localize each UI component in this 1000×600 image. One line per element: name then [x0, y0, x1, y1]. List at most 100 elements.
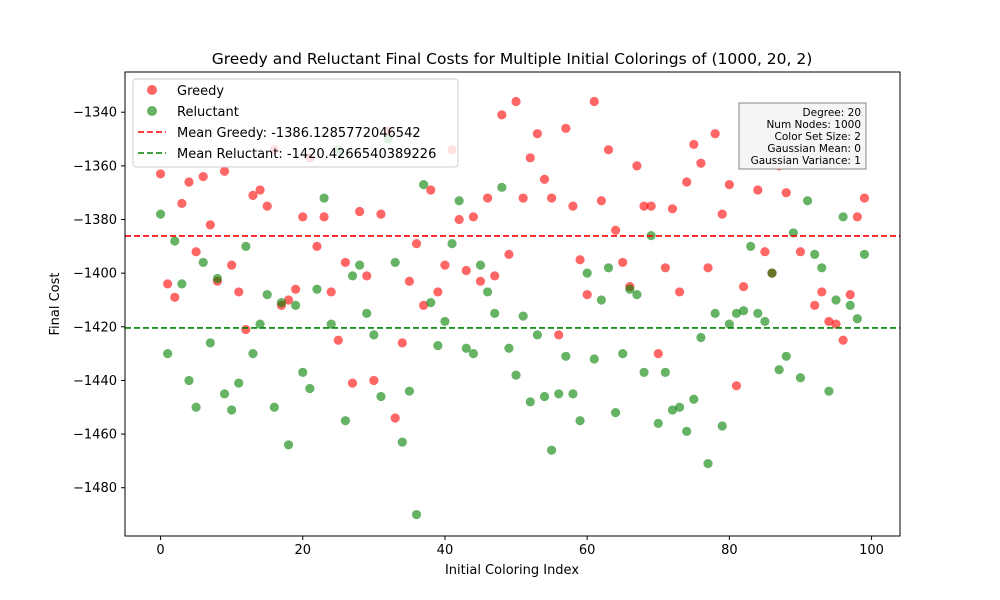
y-tick-label: −1360 — [73, 159, 117, 174]
greedy-point — [454, 214, 464, 225]
greedy-point — [205, 220, 215, 230]
reluctant-point — [852, 314, 862, 324]
y-tick-label: −1420 — [73, 320, 117, 335]
x-tick-label: 0 — [156, 543, 164, 558]
reluctant-point — [682, 426, 692, 436]
greedy-point — [689, 139, 699, 150]
greedy-point — [674, 287, 685, 297]
greedy-point — [795, 247, 806, 257]
reluctant-point — [731, 308, 742, 318]
reluctant-point — [760, 316, 770, 327]
reluctant-point — [753, 308, 763, 318]
reluctant-point — [369, 330, 379, 340]
reluctant-point — [667, 405, 678, 415]
x-tick-label: 40 — [437, 543, 454, 558]
y-tick-label: −1340 — [73, 106, 117, 121]
reluctant-point — [177, 279, 187, 289]
greedy-point — [390, 413, 400, 423]
greedy-point — [362, 271, 372, 281]
reluctant-point — [291, 300, 301, 310]
x-tick-label: 60 — [579, 543, 596, 558]
reluctant-point — [554, 389, 564, 399]
greedy-point — [340, 257, 351, 268]
reluctant-point — [241, 241, 251, 251]
greedy-point — [155, 169, 166, 179]
greedy-point — [184, 177, 194, 187]
x-tick-label: 80 — [721, 543, 738, 558]
greedy-point — [369, 375, 379, 386]
greedy-point — [248, 190, 258, 200]
greedy-point — [532, 129, 542, 139]
reluctant-point — [810, 249, 820, 259]
greedy-point — [255, 185, 265, 195]
greedy-point — [539, 174, 550, 184]
greedy-point — [419, 300, 429, 310]
x-tick-label: 20 — [294, 543, 311, 558]
greedy-point — [838, 335, 848, 345]
greedy-point — [291, 284, 301, 294]
greedy-point — [639, 201, 649, 211]
greedy-point — [234, 287, 244, 297]
reluctant-point — [525, 397, 535, 407]
reluctant-point — [155, 209, 166, 219]
reluctant-point — [575, 416, 585, 426]
greedy-point — [347, 378, 358, 388]
greedy-point — [163, 279, 173, 289]
greedy-point — [632, 161, 642, 171]
greedy-point — [589, 96, 599, 107]
reluctant-point — [163, 349, 173, 359]
greedy-point — [312, 241, 322, 251]
reluctant-point — [632, 290, 642, 300]
greedy-point — [575, 255, 585, 265]
x-axis-label: Initial Coloring Index — [445, 563, 579, 578]
greedy-point — [582, 290, 592, 300]
reluctant-point — [767, 268, 777, 278]
greedy-point — [504, 249, 514, 259]
greedy-point — [219, 166, 230, 176]
y-tick-label: −1380 — [73, 213, 117, 228]
greedy-point — [810, 300, 820, 310]
reluctant-point — [340, 416, 351, 426]
legend-reluctant-label: Reluctant — [177, 105, 239, 120]
greedy-point — [511, 96, 521, 107]
reluctant-point — [227, 405, 237, 415]
reluctant-point — [802, 196, 813, 206]
greedy-point — [852, 212, 862, 222]
greedy-point — [653, 349, 663, 359]
reluctant-point — [738, 306, 749, 316]
greedy-point — [781, 188, 791, 198]
greedy-point — [859, 193, 870, 203]
legend-greedy-label: Greedy — [177, 84, 224, 99]
reluctant-point — [219, 389, 230, 399]
greedy-point — [433, 287, 443, 297]
legend: Greedy Reluctant Mean Greedy: -1386.1285… — [132, 78, 459, 168]
greedy-point — [262, 201, 272, 211]
greedy-point — [603, 145, 614, 155]
reluctant-point — [724, 319, 734, 329]
reluctant-point — [454, 196, 464, 206]
reluctant-point — [561, 351, 571, 361]
greedy-point — [682, 177, 692, 187]
reluctant-point — [447, 239, 457, 249]
greedy-point — [326, 287, 336, 297]
reluctant-point — [397, 437, 407, 447]
info-gaussian-mean: Gaussian Mean: 0 — [767, 143, 861, 155]
reluctant-point — [355, 260, 365, 270]
reluctant-point — [419, 180, 429, 190]
reluctant-point — [433, 340, 443, 351]
reluctant-point — [376, 391, 386, 402]
reluctant-point — [611, 408, 621, 418]
reluctant-point — [603, 263, 614, 273]
reluctant-point — [596, 295, 606, 305]
greedy-point — [461, 265, 471, 276]
greedy-point — [227, 260, 237, 270]
reluctant-point — [639, 367, 649, 377]
greedy-point — [817, 287, 827, 297]
greedy-point — [667, 204, 678, 214]
greedy-point — [490, 271, 500, 281]
greedy-point — [355, 206, 365, 217]
reluctant-point — [326, 319, 336, 329]
greedy-point — [283, 295, 294, 305]
reluctant-point — [411, 509, 422, 520]
